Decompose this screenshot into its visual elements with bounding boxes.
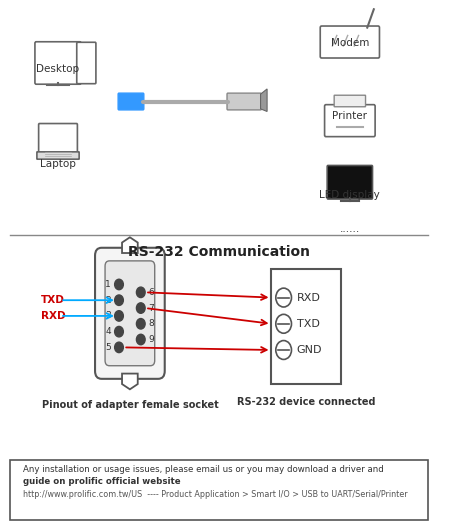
FancyBboxPatch shape bbox=[272, 269, 341, 384]
Polygon shape bbox=[122, 237, 138, 253]
Text: Printer: Printer bbox=[332, 112, 367, 122]
Text: 7: 7 bbox=[149, 304, 155, 313]
FancyBboxPatch shape bbox=[10, 460, 428, 520]
FancyBboxPatch shape bbox=[95, 248, 165, 379]
FancyBboxPatch shape bbox=[38, 123, 77, 154]
Text: 6: 6 bbox=[149, 288, 155, 297]
Text: TXD: TXD bbox=[297, 319, 319, 329]
Text: 1: 1 bbox=[105, 280, 111, 289]
Circle shape bbox=[276, 288, 292, 307]
Text: Desktop: Desktop bbox=[36, 64, 80, 74]
Text: Pinout of adapter female socket: Pinout of adapter female socket bbox=[42, 400, 218, 410]
Circle shape bbox=[276, 314, 292, 333]
Text: 3: 3 bbox=[105, 311, 111, 320]
Text: Any installation or usage issues, please email us or you may download a driver a: Any installation or usage issues, please… bbox=[23, 465, 384, 474]
Text: 8: 8 bbox=[149, 319, 155, 328]
FancyBboxPatch shape bbox=[35, 42, 81, 84]
Text: ......: ...... bbox=[340, 224, 360, 234]
Text: 9: 9 bbox=[149, 335, 155, 344]
Text: RS-232 Communication: RS-232 Communication bbox=[128, 245, 310, 259]
FancyBboxPatch shape bbox=[334, 95, 365, 107]
FancyBboxPatch shape bbox=[227, 93, 262, 110]
Text: Laptop: Laptop bbox=[40, 159, 76, 169]
Text: TXD: TXD bbox=[41, 295, 64, 305]
FancyBboxPatch shape bbox=[325, 105, 375, 136]
Text: RXD: RXD bbox=[297, 292, 320, 302]
Circle shape bbox=[115, 342, 123, 353]
Text: LED display: LED display bbox=[319, 190, 380, 200]
FancyBboxPatch shape bbox=[118, 93, 144, 110]
FancyBboxPatch shape bbox=[320, 26, 380, 58]
Circle shape bbox=[137, 287, 145, 298]
Text: RS-232 device connected: RS-232 device connected bbox=[237, 397, 375, 407]
Text: GND: GND bbox=[297, 345, 322, 355]
Text: 2: 2 bbox=[106, 296, 111, 305]
Circle shape bbox=[115, 295, 123, 306]
Text: 5: 5 bbox=[105, 343, 111, 352]
Text: guide on prolific official website: guide on prolific official website bbox=[23, 477, 181, 486]
Circle shape bbox=[115, 279, 123, 290]
FancyBboxPatch shape bbox=[105, 261, 155, 366]
Polygon shape bbox=[122, 374, 138, 389]
Text: http://www.prolific.com.tw/US  ---- Product Application > Smart I/O > USB to UAR: http://www.prolific.com.tw/US ---- Produ… bbox=[23, 490, 408, 499]
Circle shape bbox=[115, 311, 123, 321]
Text: Modem: Modem bbox=[331, 38, 369, 48]
Circle shape bbox=[137, 303, 145, 313]
Circle shape bbox=[276, 340, 292, 359]
Text: 4: 4 bbox=[106, 327, 111, 336]
Circle shape bbox=[115, 326, 123, 337]
Circle shape bbox=[137, 334, 145, 345]
FancyBboxPatch shape bbox=[37, 152, 79, 159]
FancyBboxPatch shape bbox=[327, 165, 373, 199]
Text: RXD: RXD bbox=[41, 311, 65, 321]
FancyBboxPatch shape bbox=[77, 42, 96, 84]
Circle shape bbox=[137, 318, 145, 329]
Polygon shape bbox=[261, 89, 267, 112]
